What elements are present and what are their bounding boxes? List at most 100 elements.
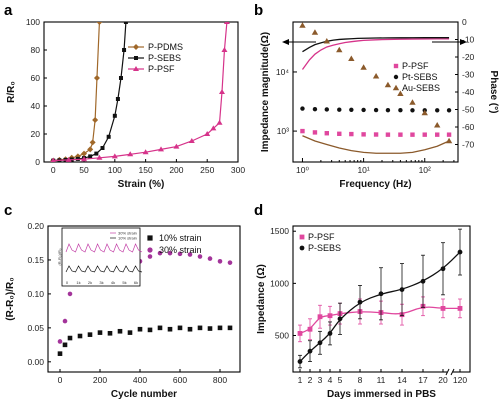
panel-d-point bbox=[378, 291, 384, 297]
panel-b-phase-tick-label: -20 bbox=[462, 52, 475, 62]
panel-a-point bbox=[96, 154, 103, 160]
panel-a-point bbox=[210, 125, 217, 131]
panel-d-point bbox=[327, 331, 333, 336]
panel-a-series-line bbox=[53, 22, 127, 162]
panel-c-point bbox=[157, 250, 163, 256]
panel-c-inset-ylabel: (R-R₀)/R₀ bbox=[57, 248, 62, 265]
panel-d-xtick-label: 5 bbox=[338, 375, 343, 385]
panel-b-point bbox=[360, 64, 367, 70]
panel-a-point bbox=[158, 146, 165, 152]
panel-c-point bbox=[77, 333, 83, 339]
panel-c-xtick-label: 200 bbox=[93, 375, 107, 385]
panel-b-point bbox=[422, 132, 427, 137]
panel-d-ytick-label: 1000 bbox=[270, 278, 289, 288]
panel-a-ytick-label: 100 bbox=[26, 17, 40, 27]
panel-c-point bbox=[137, 326, 143, 332]
panel-b-point bbox=[324, 131, 329, 136]
panel-a-point bbox=[96, 22, 103, 25]
panel-b-ytick-label: 10⁴ bbox=[276, 67, 289, 77]
panel-c-point bbox=[167, 326, 173, 332]
panel-d-xtick-label: 3 bbox=[318, 375, 323, 385]
panel-c-point bbox=[87, 332, 93, 337]
panel-b-phase-tick-label: -30 bbox=[462, 70, 475, 80]
panel-b-ytick-label: 10³ bbox=[277, 126, 289, 136]
panel-d-point bbox=[317, 340, 323, 346]
panel-b-series-line bbox=[301, 38, 450, 70]
panel-label-c: c bbox=[4, 202, 12, 219]
panel-b-point bbox=[312, 106, 318, 112]
panel-b-phase-tick-label: -60 bbox=[462, 122, 475, 132]
panel-b-point bbox=[385, 107, 391, 113]
panel-label-a: a bbox=[4, 2, 13, 19]
panel-a-point bbox=[100, 146, 105, 150]
panel-b-phase-tick-label: -50 bbox=[462, 105, 475, 115]
panel-c-xtick-label: 0 bbox=[58, 375, 63, 385]
panel-a-point bbox=[188, 138, 195, 143]
panel-b-phase-tick-label: 0 bbox=[462, 17, 467, 27]
panel-a-ytick-label: 80 bbox=[31, 45, 41, 55]
panel-d-xtick-label: 20 bbox=[438, 375, 448, 385]
panel-d-point bbox=[327, 313, 333, 319]
panel-a-ylabel: R/R₀ bbox=[6, 81, 17, 103]
panel-c-frame bbox=[47, 225, 241, 373]
panel-d-xtick-label: 8 bbox=[358, 375, 363, 385]
panel-b-point bbox=[349, 131, 354, 137]
panel-a-ytick-label: 0 bbox=[35, 157, 40, 167]
panel-b-right-arrow-head bbox=[460, 39, 467, 45]
panel-c-legend-label: 10% strain bbox=[159, 233, 202, 243]
panel-b-point bbox=[435, 132, 440, 137]
panel-b-point bbox=[398, 132, 403, 137]
panel-a-frame bbox=[43, 21, 239, 163]
panel-d-xtick-label: 14 bbox=[397, 375, 407, 385]
panel-c-point bbox=[62, 342, 68, 348]
panel-a-point bbox=[111, 153, 118, 159]
panel-b-point bbox=[410, 132, 415, 137]
panel-a-point bbox=[142, 149, 149, 155]
panel-c-point bbox=[187, 252, 193, 257]
panel-b-point bbox=[361, 132, 366, 137]
panel-b-legend-label: P-PSF bbox=[402, 61, 429, 71]
panel-b-point bbox=[323, 38, 330, 44]
panel-a-plot-area bbox=[50, 22, 230, 162]
panel-a-point bbox=[92, 117, 99, 123]
panel-b-point bbox=[435, 108, 440, 113]
panel-b-point bbox=[348, 55, 355, 61]
panel-a-xtick-label: 0 bbox=[51, 165, 56, 175]
panel-b-point bbox=[373, 132, 379, 137]
panel-a-xtick-label: 200 bbox=[169, 165, 183, 175]
panel-a-point bbox=[81, 150, 88, 157]
panel-d-fit-line bbox=[299, 251, 461, 363]
panel-c-point bbox=[67, 335, 73, 341]
panel-b-xlabel: Frequency (Hz) bbox=[339, 179, 411, 190]
panel-c-point bbox=[187, 326, 193, 332]
panel-b-point bbox=[337, 107, 342, 112]
panel-a-point bbox=[173, 143, 180, 149]
panel-c-point bbox=[217, 259, 223, 264]
panel-a-point bbox=[87, 146, 94, 153]
panel-b-point bbox=[384, 81, 392, 88]
panel-c-point bbox=[197, 325, 203, 331]
panel-c-point bbox=[62, 318, 68, 324]
panel-d-xtick-label: 120 bbox=[453, 375, 467, 385]
panel-c-point bbox=[157, 325, 163, 331]
panel-c-chart: 0 200 400 600 800 0.00 0.05 0.10 0.15 0.20 Cycle n… bbox=[5, 221, 241, 400]
panel-b-phase-tick-label: -40 bbox=[462, 87, 475, 97]
panel-c-point bbox=[167, 250, 173, 256]
panel-a-legend-label: P-PDMS bbox=[148, 42, 183, 52]
panel-d-xtick-label: 2 bbox=[308, 375, 313, 385]
panel-c-point bbox=[57, 351, 63, 356]
panel-c-point bbox=[207, 256, 213, 261]
panel-c-ytick-label: 0.15 bbox=[27, 255, 44, 265]
panel-c-xlabel: Cycle number bbox=[111, 389, 177, 400]
panel-a-legend-marker bbox=[133, 44, 139, 50]
panel-c-inset-legend-label: 30% strain bbox=[118, 231, 137, 236]
panel-b-legend-marker bbox=[393, 74, 399, 80]
panel-b-point bbox=[446, 108, 452, 113]
panel-a-ytick-label: 60 bbox=[31, 73, 41, 83]
panel-a-point bbox=[204, 131, 211, 136]
panel-c-inset-legend-label: 10% strain bbox=[118, 236, 137, 241]
panel-label-d: d bbox=[254, 202, 263, 219]
panel-d-point bbox=[440, 305, 446, 311]
panel-a-point bbox=[115, 97, 120, 101]
panel-c-xtick-label: 400 bbox=[133, 375, 147, 385]
